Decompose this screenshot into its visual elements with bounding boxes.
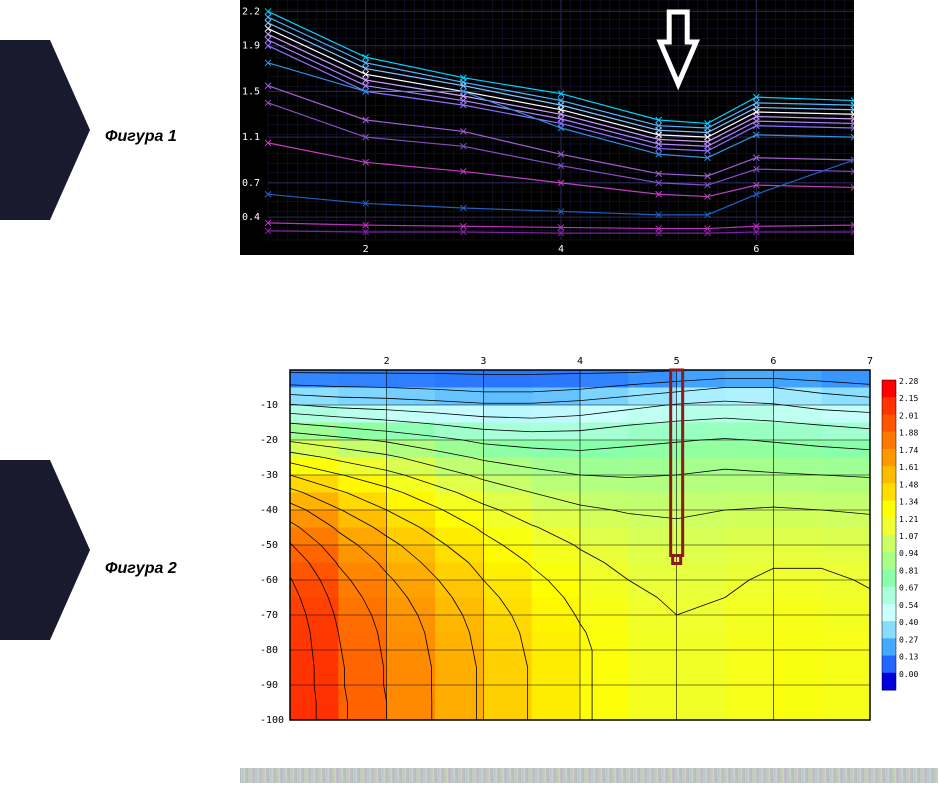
svg-text:-20: -20 <box>260 435 278 446</box>
chart2-container: 2 3 4 5 6 7 -10 -20 -30 -40 -50 -60 -70 -80 -90 -100 2.2… <box>240 350 938 740</box>
svg-text:5: 5 <box>674 356 680 367</box>
svg-text:1.5: 1.5 <box>242 86 260 97</box>
svg-text:2.15: 2.15 <box>899 394 918 403</box>
svg-text:2.01: 2.01 <box>899 411 918 420</box>
svg-text:0.54: 0.54 <box>899 601 918 610</box>
svg-text:1.48: 1.48 <box>899 480 918 489</box>
svg-text:1.07: 1.07 <box>899 532 918 541</box>
svg-text:-70: -70 <box>260 610 278 621</box>
svg-text:0.67: 0.67 <box>899 584 918 593</box>
svg-text:2: 2 <box>384 356 390 367</box>
svg-text:1.34: 1.34 <box>899 498 918 507</box>
svg-text:0.00: 0.00 <box>899 670 918 679</box>
svg-text:6: 6 <box>753 244 759 255</box>
svg-text:-40: -40 <box>260 505 278 516</box>
svg-text:4: 4 <box>558 244 564 255</box>
svg-text:2.2: 2.2 <box>242 6 260 17</box>
noise-bar <box>240 768 938 783</box>
svg-text:6: 6 <box>770 356 776 367</box>
svg-text:-50: -50 <box>260 540 278 551</box>
svg-text:-30: -30 <box>260 470 278 481</box>
pentagon-1 <box>0 40 90 220</box>
chart2-svg: 2 3 4 5 6 7 -10 -20 -30 -40 -50 -60 -70 -80 -90 -100 2.2… <box>240 350 938 740</box>
figure2-label: Фигура 2 <box>105 560 177 578</box>
svg-text:-100: -100 <box>260 715 284 726</box>
svg-text:0.94: 0.94 <box>899 549 918 558</box>
svg-text:-10: -10 <box>260 400 278 411</box>
svg-text:4: 4 <box>577 356 583 367</box>
svg-text:2.28: 2.28 <box>899 377 918 386</box>
svg-text:1.21: 1.21 <box>899 515 918 524</box>
svg-text:0.40: 0.40 <box>899 618 918 627</box>
svg-text:0.4: 0.4 <box>242 212 260 223</box>
svg-text:2: 2 <box>363 244 369 255</box>
svg-text:-90: -90 <box>260 680 278 691</box>
svg-text:1.9: 1.9 <box>242 41 260 52</box>
svg-text:3: 3 <box>480 356 486 367</box>
svg-text:0.7: 0.7 <box>242 178 260 189</box>
svg-text:0.13: 0.13 <box>899 653 918 662</box>
svg-text:1.88: 1.88 <box>899 429 918 438</box>
svg-text:0.81: 0.81 <box>899 566 918 575</box>
pentagon-2 <box>0 460 90 640</box>
figure1-label: Фигура 1 <box>105 128 177 146</box>
svg-text:-60: -60 <box>260 575 278 586</box>
svg-text:1.1: 1.1 <box>242 132 260 143</box>
chart1-container: 0.4 0.7 1.1 1.5 1.9 2.2 2 4 6 <box>240 0 854 255</box>
svg-text:-80: -80 <box>260 645 278 656</box>
svg-text:0.27: 0.27 <box>899 635 918 644</box>
svg-text:1.74: 1.74 <box>899 446 918 455</box>
chart1-svg: 0.4 0.7 1.1 1.5 1.9 2.2 2 4 6 <box>240 0 854 255</box>
svg-text:7: 7 <box>867 356 873 367</box>
svg-text:1.61: 1.61 <box>899 463 918 472</box>
